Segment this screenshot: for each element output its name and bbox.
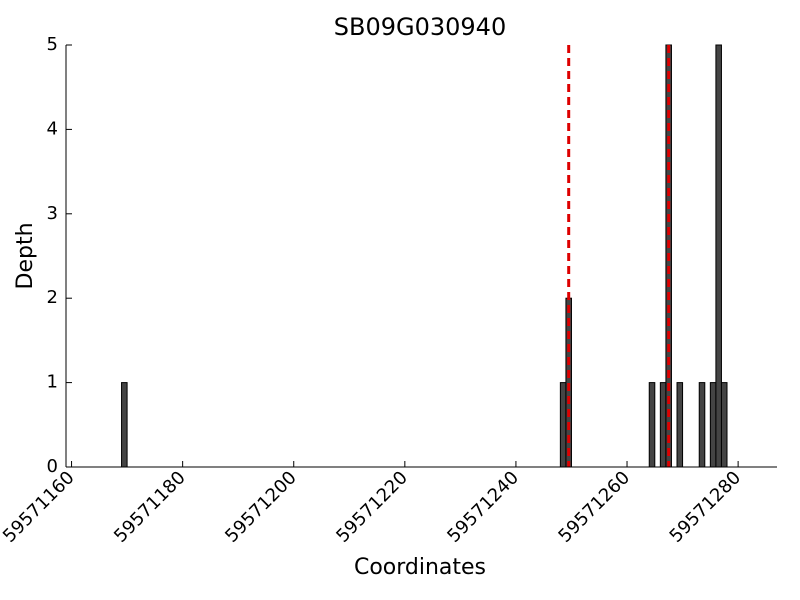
x-tick-label: 59571260: [554, 467, 634, 547]
chart-title: SB09G030940: [334, 13, 506, 41]
x-tick-label: 59571240: [443, 467, 523, 547]
bar: [698, 382, 706, 468]
x-axis-label: Coordinates: [354, 555, 486, 580]
y-tick-label: 0: [47, 456, 58, 477]
bar: [648, 382, 656, 468]
x-tick-label: 59571220: [332, 467, 412, 547]
bar: [676, 382, 684, 468]
bar: [720, 382, 728, 468]
x-tick-label: 59571160: [0, 467, 79, 547]
y-tick-label: 4: [47, 118, 58, 139]
bar: [659, 382, 667, 468]
y-axis-label: Depth: [13, 222, 38, 289]
x-tick-label: 59571200: [221, 467, 301, 547]
x-tick-label: 59571180: [110, 467, 190, 547]
bar: [715, 44, 722, 468]
bar: [709, 382, 717, 468]
bar: [121, 382, 128, 468]
bar: [559, 382, 567, 468]
y-tick-label: 5: [47, 34, 58, 55]
y-tick-label: 3: [47, 203, 58, 224]
y-tick-label: 2: [47, 287, 58, 308]
y-tick-label: 1: [47, 372, 58, 393]
x-tick-label: 59571280: [666, 467, 746, 547]
